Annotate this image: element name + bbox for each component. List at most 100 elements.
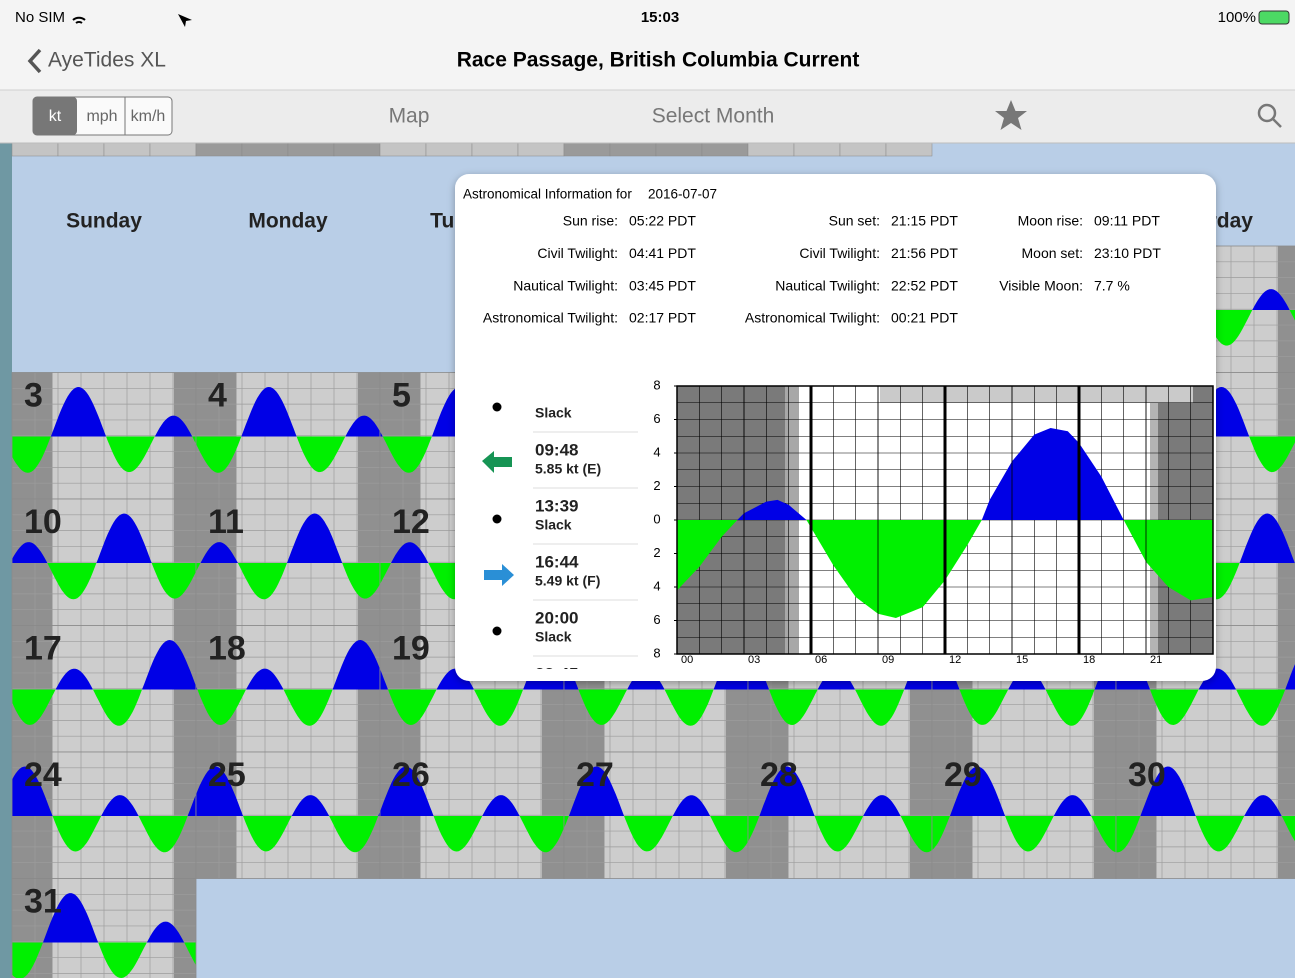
y-tick-label: 0	[653, 511, 660, 526]
search-button[interactable]	[1257, 103, 1277, 123]
y-tick-label: 2	[653, 545, 660, 560]
weekday-label: Sunday	[66, 210, 142, 233]
astro-value: 03:45 PDT	[629, 277, 696, 293]
tide-wave	[748, 689, 932, 726]
astro-label: Visible Moon:	[999, 277, 1083, 293]
tide-wave	[196, 689, 380, 726]
event-detail: 5.85 kt (E)	[535, 461, 601, 477]
tide-wave	[12, 563, 196, 600]
day-cell	[11, 878, 197, 978]
tide-wave	[12, 387, 196, 437]
strip-cell	[793, 142, 841, 157]
day-number: 27	[576, 756, 614, 794]
tide-wave	[196, 513, 380, 563]
flood-arrow	[484, 564, 514, 586]
event-detail: 5.49 kt (F)	[535, 573, 600, 589]
tide-wave	[12, 436, 196, 473]
unit-selector: kt mph km/h	[32, 96, 173, 136]
unit-option[interactable]: mph	[86, 108, 117, 125]
y-tick-label: 4	[653, 444, 660, 459]
event-list: Slack 09:48 5.85 kt (E) 13:39 Slack 16:44 5.49…	[482, 402, 638, 669]
tide-wave	[380, 766, 564, 816]
astro-label: Astronomical Twilight:	[745, 310, 880, 326]
unit-option[interactable]: km/h	[131, 108, 166, 125]
chart-frame	[676, 385, 1214, 655]
strip-cell	[885, 142, 933, 157]
carrier: No SIM	[15, 9, 65, 26]
strip-cell	[11, 142, 59, 157]
x-tick-label: 12	[949, 654, 961, 666]
slack-icon	[492, 626, 502, 636]
search-handle	[1272, 118, 1282, 128]
astro-value: 04:41 PDT	[629, 245, 696, 261]
strip-cell	[517, 142, 565, 157]
day-cell	[11, 372, 197, 500]
wifi-icon	[72, 16, 86, 24]
day-cell	[195, 498, 381, 626]
x-tick-label: 00	[681, 654, 693, 666]
tide-wave	[932, 766, 1116, 816]
strip-cell	[839, 142, 887, 157]
event-detail: Slack	[535, 405, 572, 421]
astronomy-popup: Astronomical Information for 2016-07-07 …	[455, 174, 1216, 681]
back-chevron[interactable]	[27, 48, 42, 74]
x-tick-label: 21	[1150, 654, 1162, 666]
battery-level: 100%	[1218, 9, 1256, 26]
event-time: 16:44	[535, 552, 579, 571]
favorite-button[interactable]	[995, 100, 1027, 130]
astro-label: Nautical Twilight:	[775, 277, 880, 293]
moon-bar	[880, 386, 1193, 403]
event-time: 13:39	[535, 496, 578, 515]
cell-night	[173, 878, 196, 978]
tide-wave	[1116, 689, 1295, 726]
strip-cell	[471, 142, 519, 157]
y-tick-label: 6	[653, 411, 660, 426]
astro-value: 23:10 PDT	[1094, 245, 1161, 261]
day-number: 12	[392, 503, 430, 541]
event-time: 20:00	[535, 608, 578, 627]
day-number: 30	[1128, 756, 1166, 794]
nav-bar	[0, 0, 1295, 90]
day-cell	[11, 751, 197, 879]
strip-cell	[195, 142, 243, 157]
tide-wave	[380, 816, 564, 853]
astro-label: Moon rise:	[1018, 213, 1083, 229]
event-detail: Slack	[535, 517, 572, 533]
day-number: 24	[24, 756, 62, 794]
toolbar	[0, 90, 1295, 143]
tide-wave	[12, 640, 196, 690]
back-button[interactable]: AyeTides XL	[48, 49, 166, 72]
astro-label: Moon set:	[1022, 245, 1083, 261]
day-cell	[11, 498, 197, 626]
popup-date: 2016-07-07	[648, 187, 717, 202]
day-cell	[563, 751, 749, 879]
weekday-label: Monday	[248, 210, 328, 233]
astro-label: Sun rise:	[563, 213, 618, 229]
strip-cell	[287, 142, 335, 157]
day-number: 26	[392, 756, 430, 794]
day-number: 29	[944, 756, 982, 794]
month-button[interactable]: Select Month	[652, 105, 775, 128]
current-chart: 00 03 06 09 12 15 18 21 8 6 4 2 0 2 4 6 8	[653, 377, 1214, 666]
y-tick-label: 4	[653, 578, 660, 593]
tide-wave	[564, 766, 748, 816]
tide-wave	[196, 640, 380, 690]
unit-option[interactable]: kt	[49, 108, 62, 125]
battery-icon	[1258, 10, 1290, 25]
tide-wave	[748, 766, 932, 816]
strip-cell	[379, 142, 427, 157]
astro-value: 21:15 PDT	[891, 213, 958, 229]
day-number: 10	[24, 503, 62, 541]
tide-wave	[564, 689, 748, 726]
popup-heading: Astronomical Information for	[463, 187, 632, 202]
map-button[interactable]: Map	[389, 105, 430, 128]
strip-cell	[103, 142, 151, 157]
day-number: 17	[24, 629, 62, 667]
cell-border	[11, 878, 197, 978]
tide-wave	[196, 436, 380, 473]
slack-icon	[492, 402, 502, 412]
event-detail: Slack	[535, 629, 572, 645]
tide-wave	[196, 816, 380, 853]
strip-cell	[609, 142, 657, 157]
